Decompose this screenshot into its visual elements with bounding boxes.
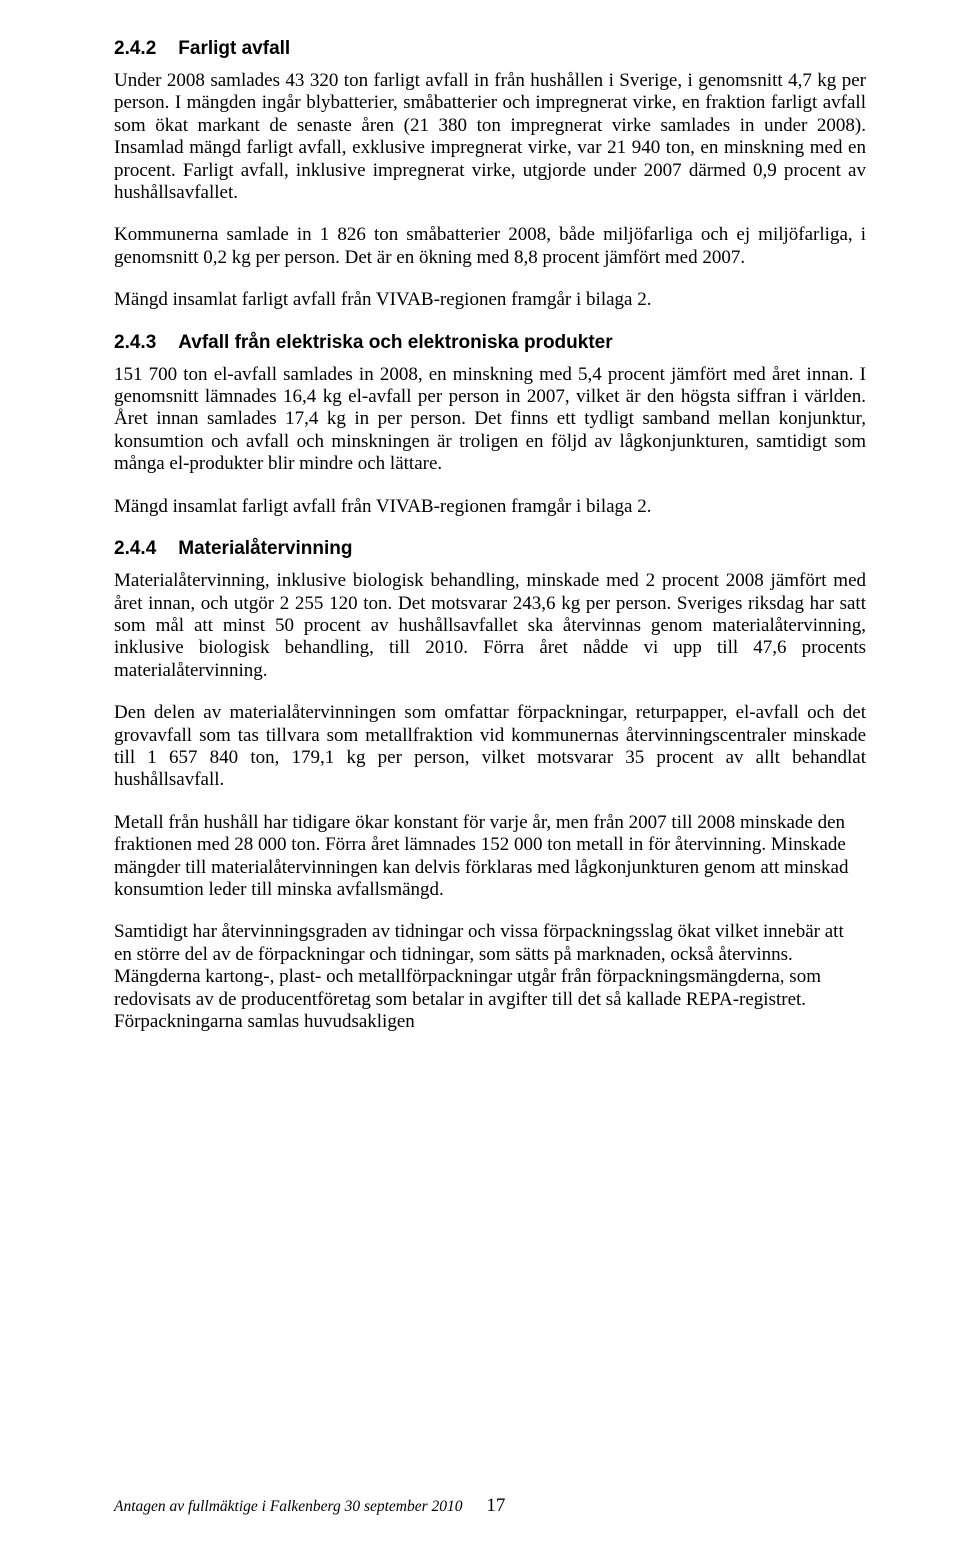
page-number: 17 xyxy=(486,1495,505,1516)
paragraph: Materialåtervinning, inklusive biologisk… xyxy=(114,570,866,682)
paragraph: 151 700 ton el-avfall samlades in 2008, … xyxy=(114,364,866,476)
paragraph: Under 2008 samlades 43 320 ton farligt a… xyxy=(114,70,866,204)
heading-243: 2.4.3 Avfall från elektriska och elektron… xyxy=(114,332,866,354)
paragraph: Metall från hushåll har tidigare ökar ko… xyxy=(114,812,866,902)
paragraph: Mängd insamlat farligt avfall från VIVAB… xyxy=(114,289,866,311)
document-page: 2.4.2 Farligt avfall Under 2008 samlades … xyxy=(0,0,960,1545)
heading-243-title: Avfall från elektriska och elektroniska … xyxy=(178,332,612,353)
heading-244-number: 2.4.4 xyxy=(114,538,156,560)
page-footer: Antagen av fullmäktige i Falkenberg 30 s… xyxy=(114,1495,505,1517)
footer-text: Antagen av fullmäktige i Falkenberg 30 s… xyxy=(114,1498,463,1515)
paragraph: Kommunerna samlade in 1 826 ton småbatte… xyxy=(114,224,866,269)
heading-242: 2.4.2 Farligt avfall xyxy=(114,38,866,60)
heading-244: 2.4.4 Materialåtervinning xyxy=(114,538,866,560)
heading-242-title: Farligt avfall xyxy=(178,38,290,59)
paragraph: Mängd insamlat farligt avfall från VIVAB… xyxy=(114,496,866,518)
paragraph: Samtidigt har återvinningsgraden av tidn… xyxy=(114,921,866,1033)
heading-244-title: Materialåtervinning xyxy=(178,538,352,559)
heading-242-number: 2.4.2 xyxy=(114,38,156,60)
paragraph: Den delen av materialåtervinningen som o… xyxy=(114,702,866,792)
heading-243-number: 2.4.3 xyxy=(114,332,156,354)
